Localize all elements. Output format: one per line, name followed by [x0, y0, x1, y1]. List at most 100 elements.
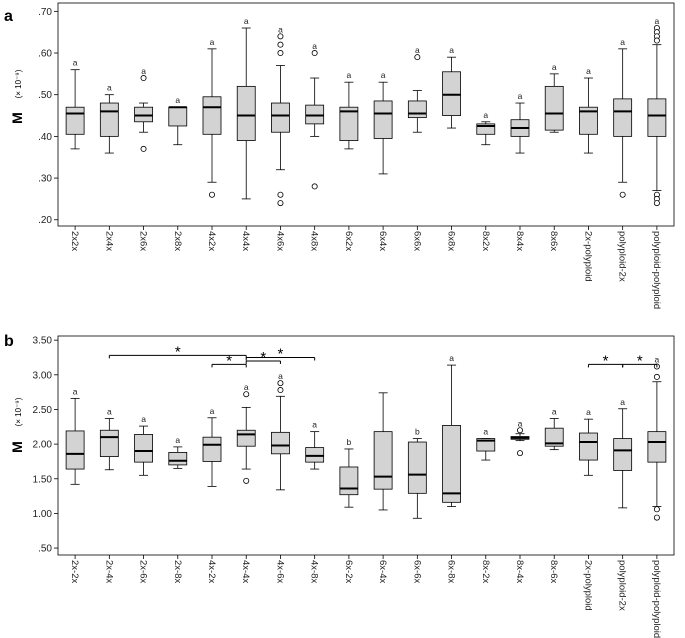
panel-b-y-axis-label: M: [9, 441, 25, 453]
box-iqr: [134, 434, 153, 463]
group-annotation: a: [73, 386, 78, 396]
panel-a-box-polyploid-2x: a: [613, 37, 633, 198]
box-iqr: [202, 96, 222, 135]
panel-a-y-tick-label: .70: [38, 7, 52, 18]
panel-b-box-8x-4x: a: [510, 418, 530, 457]
panel-b-box-6x-8x: a: [442, 353, 461, 507]
panel-b-category-label: 6x-6x: [411, 560, 422, 583]
group-annotation: a: [210, 406, 215, 416]
box-iqr: [99, 429, 119, 457]
box-iqr: [442, 425, 461, 503]
group-annotation: a: [483, 110, 488, 120]
panel-a-box-8x2x: a: [476, 110, 496, 146]
box-iqr: [168, 106, 188, 127]
panel-a-category-label: 4x4x: [240, 231, 251, 251]
panel-b-y-axis-unit: (× 10⁻⁹): [14, 397, 23, 426]
group-annotation: a: [586, 407, 591, 417]
group-annotation: a: [141, 66, 146, 76]
panel-a-category-label: 6x2x: [343, 231, 354, 251]
box-iqr: [613, 98, 633, 137]
group-annotation: a: [620, 37, 625, 47]
panel-b-box-2x-4x: a: [99, 406, 119, 471]
panel-a-category-label: 2x-polyploid: [582, 231, 593, 282]
group-annotation: a: [175, 95, 180, 105]
group-annotation: a: [586, 66, 591, 76]
box-iqr: [134, 106, 153, 123]
panel-b-y-tick-label: 3.50: [33, 336, 53, 347]
outlier-point: [517, 450, 524, 457]
box-iqr: [168, 452, 188, 466]
group-annotation: a: [278, 24, 283, 34]
group-annotation: a: [552, 406, 557, 416]
panel-b-box-6x-2x: b: [339, 437, 359, 508]
panel-b-category-label: 2x-6x: [138, 560, 149, 583]
panel-a-y-tick-label: .30: [38, 174, 52, 185]
box-iqr: [271, 431, 290, 455]
box-iqr: [442, 71, 461, 116]
group-annotation: a: [449, 45, 454, 55]
panel-b-box-4x-6x: a: [271, 371, 290, 491]
box-iqr: [373, 100, 393, 139]
panel-a-box-2x-polyploid: a: [579, 66, 598, 154]
group-annotation: a: [244, 382, 249, 392]
panel-a-box-8x6x: a: [544, 62, 564, 133]
panel-b-category-label: 8x-4x: [514, 560, 525, 583]
panel-a-box-6x6x: a: [407, 45, 427, 133]
outlier-point: [277, 380, 284, 387]
outlier-point: [140, 145, 147, 152]
group-annotation: a: [381, 70, 386, 80]
group-annotation: a: [483, 427, 488, 437]
panel-b-y-tick-label: .50: [38, 544, 52, 555]
panel-b-box-8x-6x: a: [544, 406, 564, 451]
panel-b-box-2x-8x: a: [168, 435, 188, 469]
box-iqr: [339, 466, 359, 496]
group-annotation: a: [552, 62, 557, 72]
panel-b-box-8x-2x: a: [476, 427, 496, 461]
box-iqr: [202, 436, 222, 462]
panel-b-box-2x-6x: a: [134, 414, 153, 476]
box-iqr: [407, 100, 427, 119]
outlier-point: [653, 373, 660, 380]
panel-a-category-label: 2x4x: [103, 231, 114, 251]
panel-b-y-tick-label: 2.50: [33, 405, 53, 416]
panel-b-category-label: 2x-4x: [103, 560, 114, 583]
box-iqr: [236, 429, 256, 447]
outlier-point: [243, 477, 250, 484]
outlier-point: [653, 200, 660, 207]
significance-star: *: [226, 352, 232, 369]
panel-b-box-4x-2x: a: [202, 406, 222, 487]
panel-b-box-4x-8x: a: [305, 420, 325, 470]
panel-a-box-4x8x: a: [305, 41, 325, 190]
box-iqr: [544, 427, 564, 447]
panel-b-box-polyploid-2x: a: [613, 397, 633, 509]
panel-a-box-4x4x: a: [236, 16, 256, 200]
panel-b-category-label: 4x-4x: [240, 560, 251, 583]
panel-a-box-polyploid-polyploid: a: [647, 16, 667, 207]
box-iqr: [271, 102, 290, 133]
panel-a-box-6x8x: a: [442, 45, 461, 129]
panel-b-category-label: 2x-polyploid: [582, 560, 593, 611]
panel-b-y-tick-label: 2.00: [33, 440, 53, 451]
panel-a-y-axis-label: M: [9, 112, 25, 124]
panel-a-box-4x6x: a: [271, 24, 290, 207]
panel-a-y-axis-unit: (× 10⁻⁹): [14, 69, 23, 98]
box-iqr: [647, 431, 667, 463]
box-iqr: [544, 85, 564, 131]
panel-a-category-label: 4x2x: [206, 231, 217, 251]
outlier-point: [414, 54, 421, 61]
significance-star: *: [278, 345, 284, 362]
significance-star: *: [603, 352, 609, 369]
outlier-point: [653, 506, 660, 513]
outlier-point: [277, 200, 284, 207]
panel-a-box-6x4x: a: [373, 70, 393, 175]
panel-b-box-6x-4x: [373, 392, 393, 511]
panel-b-box-2x-2x: a: [65, 386, 85, 485]
panel-b-category-label: 8x-6x: [548, 560, 559, 583]
panel-a-category-label: 4x8x: [309, 231, 320, 251]
panel-b-box-6x-6x: b: [407, 427, 427, 519]
group-annotation: a: [518, 91, 523, 101]
group-annotation: a: [449, 353, 454, 363]
panel-b-box-4x-4x: a: [236, 382, 256, 484]
panel-b-category-label: 6x-2x: [343, 560, 354, 583]
